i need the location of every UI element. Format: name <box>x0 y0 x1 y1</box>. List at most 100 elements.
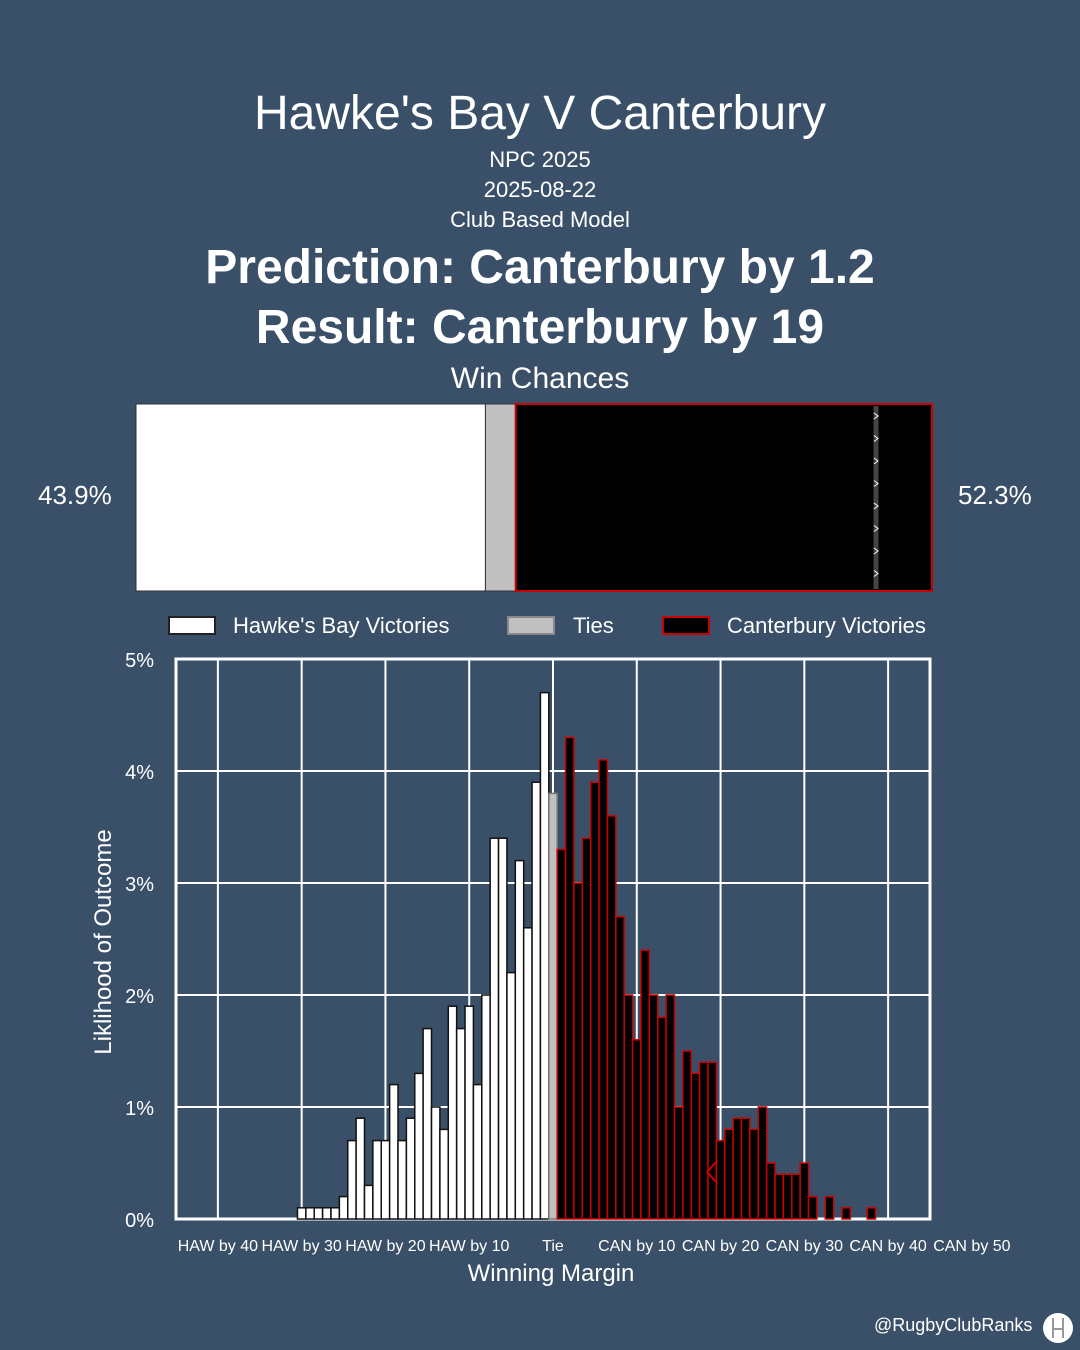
model-label: Club Based Model <box>450 207 630 232</box>
y-tick-label: 3% <box>125 874 154 896</box>
bar-home <box>397 1139 408 1220</box>
bar-away <box>791 1173 801 1220</box>
bar-home <box>372 1139 383 1220</box>
bar-home <box>380 1139 391 1220</box>
bar-home <box>489 837 500 1220</box>
home-win-segment <box>135 403 486 592</box>
legend: Hawke's Bay Victories Ties Canterbury Vict… <box>168 613 926 638</box>
bar-home <box>531 781 542 1220</box>
bar-away <box>757 1106 768 1220</box>
away-win-segment <box>514 403 934 592</box>
bar-away <box>782 1173 793 1220</box>
bar-away <box>589 781 600 1220</box>
bar-away <box>623 994 634 1220</box>
bar-home <box>355 1117 366 1220</box>
bar-away <box>698 1061 709 1220</box>
stitch-mark <box>873 570 879 577</box>
bar-home <box>405 1117 416 1220</box>
bar-home <box>439 1128 450 1220</box>
bar-away <box>682 1050 692 1220</box>
legend-away-label: Canterbury Victories <box>727 613 926 638</box>
bar-away <box>665 994 676 1220</box>
bar-home <box>305 1207 315 1220</box>
bar-away <box>573 882 584 1220</box>
bar-away <box>556 848 567 1220</box>
x-tick-label: HAW by 20 <box>345 1238 425 1255</box>
legend-tie-label: Ties <box>573 613 614 638</box>
bar-away <box>774 1173 785 1220</box>
tie-segment <box>484 403 517 592</box>
bar-away <box>749 1128 760 1220</box>
bar-home <box>430 1106 441 1220</box>
match-date: 2025-08-22 <box>483 177 597 202</box>
x-tick-label: CAN by 20 <box>682 1238 759 1255</box>
bar-away <box>707 1061 718 1220</box>
competition-label: NPC 2025 <box>489 147 591 172</box>
x-tick-label: HAW by 30 <box>262 1238 342 1255</box>
stitch-mark <box>873 480 879 487</box>
bar-away <box>640 949 651 1220</box>
bar-away <box>740 1117 751 1220</box>
bar-home <box>506 971 517 1220</box>
x-tick-label: HAW by 10 <box>429 1238 509 1255</box>
bar-home <box>313 1207 324 1220</box>
legend-tie-swatch <box>507 616 555 635</box>
bar-tie <box>548 792 558 1220</box>
x-tick-label: CAN by 50 <box>933 1238 1010 1255</box>
bar-home <box>414 1072 424 1220</box>
bar-home <box>346 1139 357 1220</box>
stitch-mark <box>873 525 879 532</box>
stitch-mark <box>873 457 879 465</box>
bar-home <box>296 1207 307 1220</box>
stitch-mark <box>873 502 879 510</box>
win-chances-label: Win Chances <box>450 362 630 395</box>
bar-away <box>564 736 575 1220</box>
bar-home <box>447 1005 458 1220</box>
bar-home <box>363 1184 374 1220</box>
bar-away <box>799 1162 810 1220</box>
bar-away <box>807 1195 818 1220</box>
bar-home <box>338 1195 349 1220</box>
bar-home <box>388 1083 399 1220</box>
prediction-text: Prediction: Canterbury by 1.2 <box>205 241 875 294</box>
bar-home <box>497 837 508 1220</box>
bar-home <box>330 1207 341 1220</box>
legend-away-swatch <box>662 616 710 635</box>
bar-away <box>866 1207 877 1220</box>
bar-away <box>631 1039 642 1220</box>
bar-away <box>732 1117 743 1220</box>
bar-away <box>765 1162 776 1220</box>
x-tick-label: CAN by 40 <box>849 1238 926 1255</box>
x-tick-label: Tie <box>542 1238 564 1255</box>
bar-home <box>455 1027 466 1220</box>
credit-handle: @RugbyClubRanks <box>874 1315 1033 1335</box>
home-win-percentage: 43.9% <box>38 480 112 510</box>
bar-away <box>648 994 659 1220</box>
win-chances-bar <box>135 403 934 592</box>
bar-home <box>514 859 525 1220</box>
bar-away <box>598 759 609 1220</box>
actual-result-marker <box>705 1160 718 1184</box>
x-tick-label: HAW by 40 <box>178 1238 258 1255</box>
bar-away <box>581 837 592 1220</box>
x-axis-label: Winning Margin <box>468 1260 635 1287</box>
bar-away <box>715 1139 726 1220</box>
x-tick-label: CAN by 10 <box>598 1238 675 1255</box>
y-axis-label: Liklihood of Outcome <box>90 829 117 1054</box>
y-tick-label: 0% <box>125 1210 154 1232</box>
bar-away <box>690 1072 701 1220</box>
bar-home <box>522 927 533 1220</box>
y-tick-label: 2% <box>125 986 154 1008</box>
y-tick-label: 5% <box>125 650 154 672</box>
stitch-mark <box>873 412 879 420</box>
result-text: Result: Canterbury by 19 <box>255 301 825 354</box>
stitch-mark <box>873 435 879 442</box>
bar-away <box>656 1016 667 1220</box>
y-tick-label: 4% <box>125 762 154 784</box>
bar-home <box>539 691 550 1220</box>
bar-away <box>723 1128 734 1220</box>
bar-home <box>321 1207 332 1220</box>
chart-title: Hawke's Bay V Canterbury <box>253 87 827 140</box>
x-tick-label: CAN by 30 <box>766 1238 843 1255</box>
